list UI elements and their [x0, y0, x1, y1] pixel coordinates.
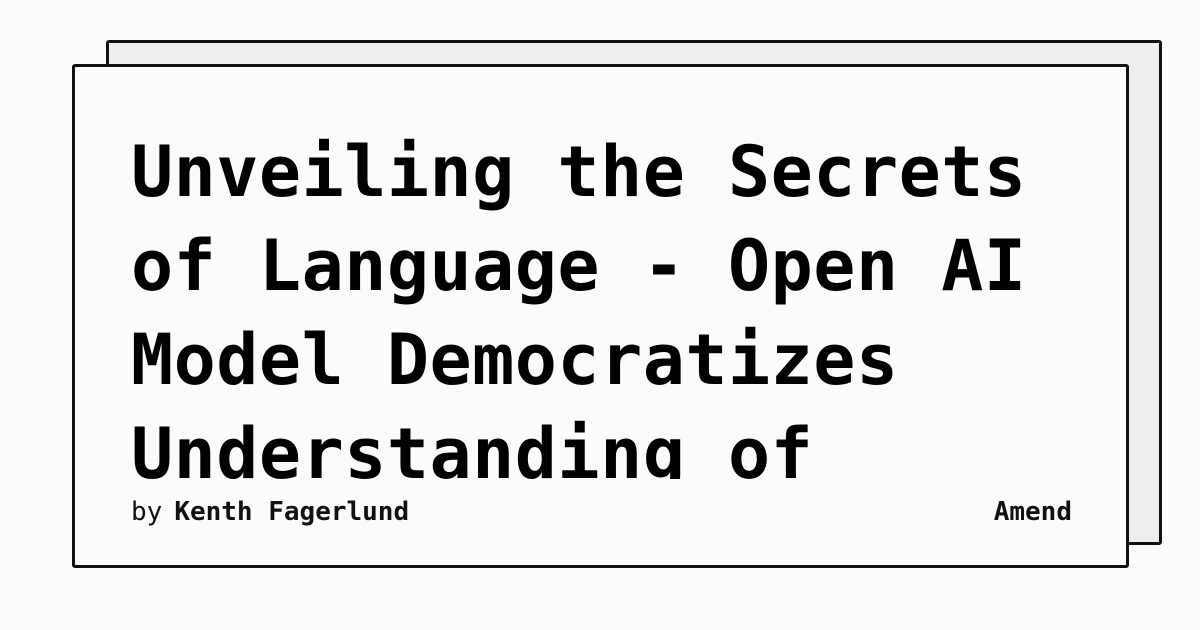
author-name[interactable]: Kenth Fagerlund — [174, 497, 410, 527]
byline-prefix: by — [131, 497, 163, 527]
brand-name[interactable]: Amend — [993, 497, 1072, 527]
title-container: Unveiling the Secrets of Language - Open… — [131, 125, 1091, 479]
article-card[interactable]: Unveiling the Secrets of Language - Open… — [72, 64, 1129, 568]
article-title[interactable]: Unveiling the Secrets of Language - Open… — [131, 131, 1027, 479]
byline: by Kenth Fagerlund — [131, 495, 409, 529]
